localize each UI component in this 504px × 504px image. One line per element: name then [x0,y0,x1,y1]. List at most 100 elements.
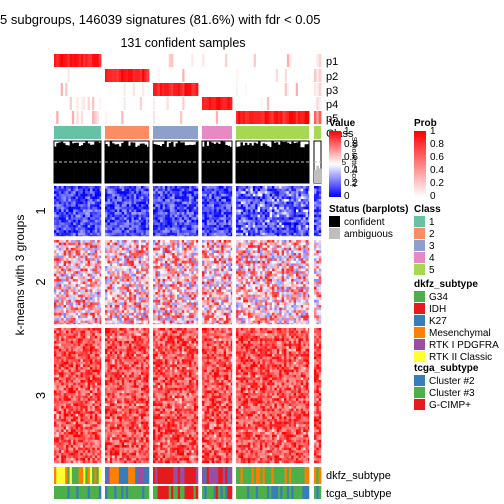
heatmap-cell [305,219,309,223]
heatmap-cell [169,268,173,272]
heatmap-cell [66,289,69,293]
heatmap-cell [160,299,163,303]
heatmap-cell [303,204,306,207]
heatmap-cell [257,219,261,223]
prob-cell [54,54,57,67]
heatmap-cell [119,273,122,277]
heatmap-cell [211,219,215,223]
heatmap-cell [314,217,317,220]
heatmap-cell [82,206,86,210]
heatmap-cell [181,297,185,300]
silhouette-bar [62,143,66,183]
heatmap-cell [85,294,88,298]
prob-cell [130,83,134,96]
prob-cell [76,97,80,110]
heatmap-cell [87,297,91,300]
heatmap-cell [92,245,95,248]
prob-cell [282,111,286,124]
heatmap-cell [196,315,199,319]
heatmap-cell [157,242,161,246]
heatmap-cell [117,263,120,267]
heatmap-cell [124,299,127,303]
heatmap-cell [179,188,182,192]
heatmap-cell [186,276,190,280]
heatmap-cell [54,281,57,285]
heatmap-cell [162,268,166,272]
prob-cell [240,111,244,124]
heatmap-cell [138,222,142,226]
heatmap-cell [105,209,108,213]
heatmap-cell [153,286,156,290]
heatmap-cell [226,199,229,202]
heatmap-cell [160,225,163,228]
heatmap-cell [126,292,130,295]
heatmap-cell [202,227,205,231]
heatmap-cell [291,206,294,210]
heatmap-cell [94,199,98,202]
heatmap-cell [141,312,144,316]
heatmap-cell [160,250,163,254]
heatmap-cell [196,230,199,233]
heatmap-cell [136,232,139,236]
heatmap-cell [169,318,173,321]
heatmap-cell [75,245,79,248]
silhouette-bar [168,142,172,183]
heatmap-cell [82,186,86,189]
heatmap-cell [189,253,192,256]
heatmap-cell [172,232,175,236]
heatmap-cell [129,225,132,228]
heatmap-cell [223,255,227,259]
prob-cell [229,111,233,124]
heatmap-cell [223,204,227,207]
heatmap-cell [293,217,297,220]
heatmap-cell [189,260,192,264]
heatmap-cell [184,297,187,300]
heatmap-cell [174,232,178,236]
prob-cell [173,97,176,110]
heatmap-cell [70,188,74,192]
heatmap-cell [189,268,192,272]
heatmap-cell [138,318,142,321]
heatmap-cell [318,235,322,237]
heatmap-cell [286,201,289,205]
heatmap-cell [82,204,86,207]
silhouette-bar [107,146,110,183]
heatmap-cell [119,247,122,251]
heatmap-cell [184,258,187,261]
heatmap-cell [167,186,170,189]
heatmap-cell [92,186,95,189]
heatmap-cell [119,305,122,308]
heatmap-cell [167,245,170,248]
prob-cell [155,97,158,110]
heatmap-cell [126,258,130,261]
heatmap-cell [109,263,113,267]
heatmap-cell [286,206,289,210]
heatmap-cell [172,196,175,200]
heatmap-cell [136,214,139,218]
heatmap-cell [291,219,294,223]
heatmap-cell [119,209,122,213]
heatmap-cell [157,273,161,277]
heatmap-cell [99,266,102,269]
heatmap-cell [56,294,59,298]
heatmap-cell [267,204,270,207]
heatmap-cell [112,209,115,213]
prob-cell [266,69,270,82]
heatmap-cell [162,191,166,194]
heatmap-cell [117,286,120,290]
heatmap-cell [87,281,91,285]
heatmap-cell [238,212,241,215]
heatmap-cell [169,225,173,228]
prob-cell [98,111,102,124]
heatmap-cell [245,214,249,218]
heatmap-cell [240,199,244,202]
prob-cell [269,54,272,67]
heatmap-cell [276,201,280,205]
heatmap-cell [133,281,137,285]
heatmap-cell [124,222,127,226]
heatmap-cell [193,263,197,267]
heatmap-cell [119,196,122,200]
heatmap-cell [184,186,187,189]
heatmap-cell [162,302,166,306]
heatmap-cell [243,188,246,192]
